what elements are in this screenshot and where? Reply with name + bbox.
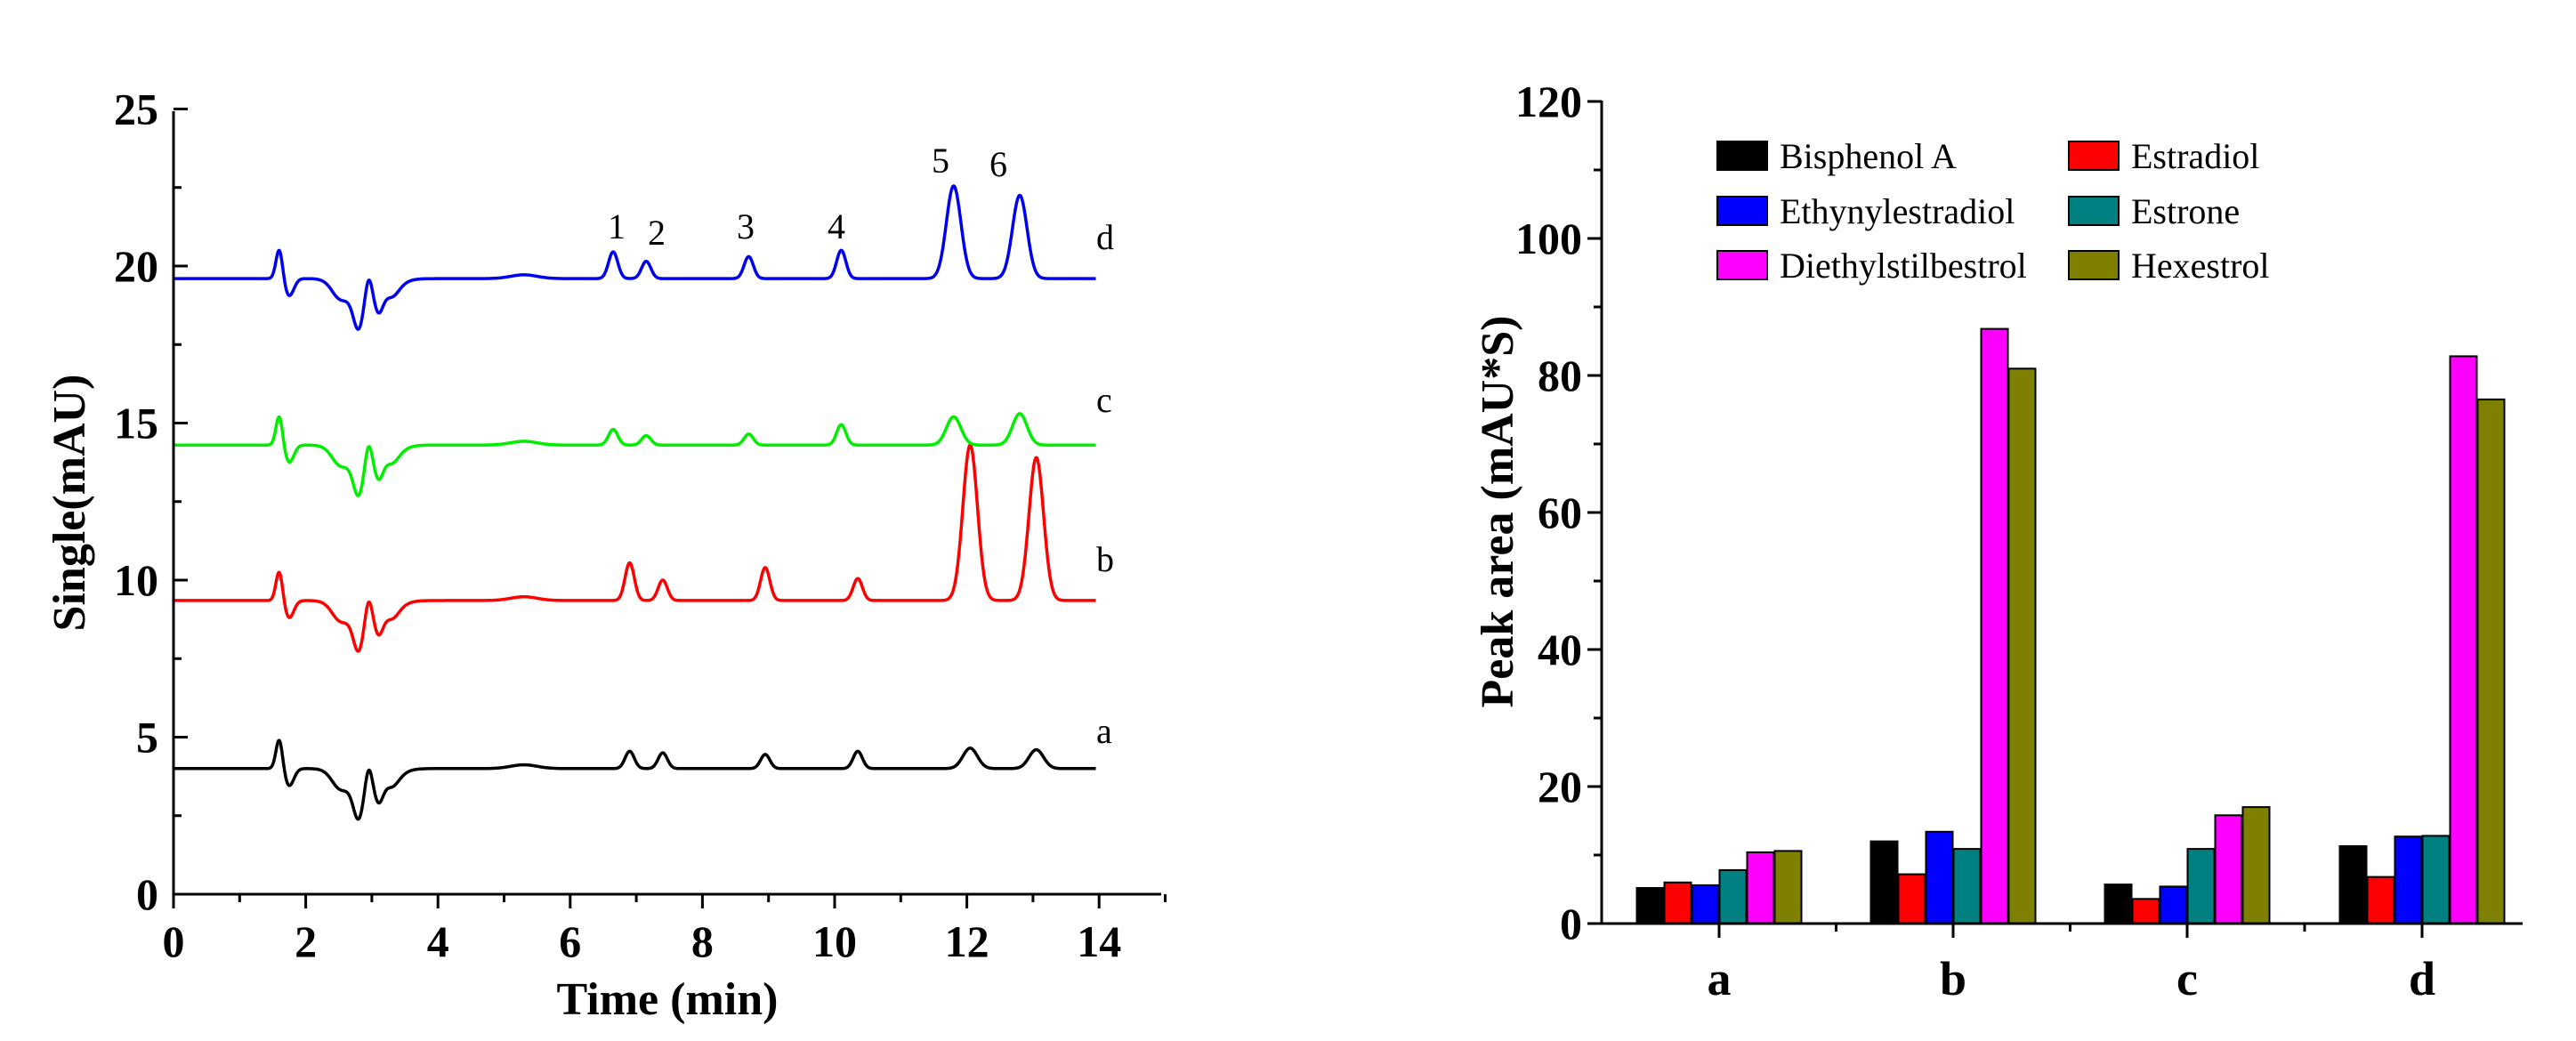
chromatogram-x-axis-title: Time (min)	[557, 974, 779, 1025]
bar-estrone-a	[1718, 868, 1748, 925]
bar-y-tick-label: 100	[1515, 214, 1582, 263]
chromatogram-x-tick-label: 14	[1077, 916, 1121, 966]
bar-hexestrol-c	[2241, 806, 2271, 924]
chromatogram-x-tick-label: 6	[559, 916, 581, 966]
bar-estrone-c	[2186, 848, 2216, 924]
legend-label: Estrone	[2131, 191, 2240, 231]
chromatogram-x-tick-label: 0	[163, 916, 185, 966]
chromatogram-curve-label: d	[1096, 217, 1114, 257]
chromatogram-y-axis-title: Single(mAU)	[44, 375, 95, 632]
bar-y-tick-label: 0	[1560, 899, 1582, 948]
bar-hexestrol-a	[1773, 850, 1803, 925]
chromatogram-y-tick-label: 10	[114, 555, 158, 605]
legend-swatch-diethylstilbestrol	[1716, 250, 1768, 280]
chromatogram-peak-label: 6	[989, 144, 1007, 184]
bar-estrone-b	[1952, 848, 1982, 924]
bar-y-tick-label: 60	[1538, 488, 1582, 537]
bar-category-label: a	[1708, 952, 1732, 1005]
chromatogram-trace-b	[172, 443, 1097, 653]
chromatogram-y-tick-label: 20	[114, 241, 158, 291]
legend-swatch-estradiol	[2068, 141, 2120, 171]
legend-label: Ethynylestradiol	[1780, 191, 2015, 231]
chromatogram-x-tick-label: 10	[812, 916, 857, 966]
bar-estradiol-a	[1663, 881, 1692, 924]
chromatogram-trace-c	[172, 412, 1097, 497]
legend-label: Diethylstilbestrol	[1780, 246, 2027, 286]
bar-estradiol-c	[2131, 898, 2160, 924]
chromatogram-peak-label: 1	[608, 206, 626, 246]
bar-bisphenol-a-c	[2104, 884, 2133, 924]
bar-diethylstilbestrol-a	[1746, 851, 1775, 925]
bar-y-tick-label: 40	[1538, 625, 1582, 674]
chromatogram-peak-label: 3	[737, 206, 755, 246]
legend-label: Estradiol	[2131, 136, 2259, 176]
chromatogram-curves	[172, 184, 1097, 821]
chromatogram-peak-label: 5	[932, 141, 949, 181]
legend-label: Hexestrol	[2131, 246, 2270, 286]
bar-category-label: c	[2176, 952, 2198, 1005]
bar-axes: 0 20 40 60 80 100 120 a b c d	[1515, 77, 2523, 1005]
chromatogram-y-tick-label: 25	[114, 85, 158, 134]
bar-y-tick-label: 80	[1538, 351, 1582, 400]
bar-category-label: b	[1940, 952, 1966, 1005]
bar-ethynylestradiol-d	[2394, 835, 2423, 925]
chromatogram-y-tick-label: 0	[136, 869, 158, 919]
bar-ethynylestradiol-c	[2159, 885, 2188, 925]
bar-y-tick-label: 20	[1538, 762, 1582, 811]
chromatogram-y-tick-label: 5	[136, 713, 158, 763]
chromatogram-curve-label: b	[1096, 539, 1114, 579]
bar-hexestrol-d	[2476, 398, 2506, 924]
bar-ethynylestradiol-a	[1691, 884, 1720, 925]
chromatogram-trace-a	[172, 738, 1097, 821]
bar-y-axis-title: Peak area (mAU*S)	[1473, 316, 1523, 708]
bar-diethylstilbestrol-c	[2214, 814, 2243, 924]
bar-estradiol-d	[2366, 876, 2395, 924]
bar-marks	[1635, 327, 2506, 925]
chromatogram-x-tick-label: 4	[427, 916, 449, 966]
bar-diethylstilbestrol-b	[1980, 327, 2009, 925]
legend-swatch-estrone	[2068, 196, 2120, 226]
bar-bisphenol-a-d	[2338, 845, 2368, 924]
chromatogram-trace-d	[172, 184, 1097, 331]
bar-estrone-d	[2421, 835, 2451, 925]
bar-legend: Bisphenol A Estradiol Ethynylestradiol Estr…	[1716, 136, 2270, 286]
legend-swatch-hexestrol	[2068, 250, 2120, 280]
chromatogram-curve-label: c	[1096, 380, 1112, 420]
legend-swatch-ethynylestradiol	[1716, 196, 1768, 226]
bar-bisphenol-a-b	[1869, 840, 1899, 924]
chromatogram-y-tick-label: 15	[114, 399, 158, 448]
chromatogram-peak-label: 2	[648, 213, 666, 253]
chromatogram-x-tick-label: 8	[691, 916, 714, 966]
bar-y-tick-label: 120	[1515, 77, 1582, 126]
bar-hexestrol-b	[2007, 367, 2037, 924]
chromatogram-peak-label: 4	[828, 206, 845, 246]
chromatogram-x-tick-label: 2	[295, 916, 317, 966]
peak-area-bar-chart: 0 20 40 60 80 100 120 a b c d Bisphenol A Estradiol…	[1473, 77, 2523, 1005]
bar-bisphenol-a-a	[1635, 887, 1665, 924]
chromatogram-curve-label: a	[1096, 711, 1112, 751]
bar-ethynylestradiol-b	[1925, 830, 1954, 924]
legend-label: Bisphenol A	[1780, 136, 1957, 176]
chromatogram-x-tick-label: 12	[945, 916, 989, 966]
bar-category-label: d	[2409, 952, 2435, 1005]
legend-swatch-bisphenol-a	[1716, 141, 1768, 171]
bar-estradiol-b	[1897, 873, 1926, 924]
bar-diethylstilbestrol-d	[2449, 355, 2478, 924]
